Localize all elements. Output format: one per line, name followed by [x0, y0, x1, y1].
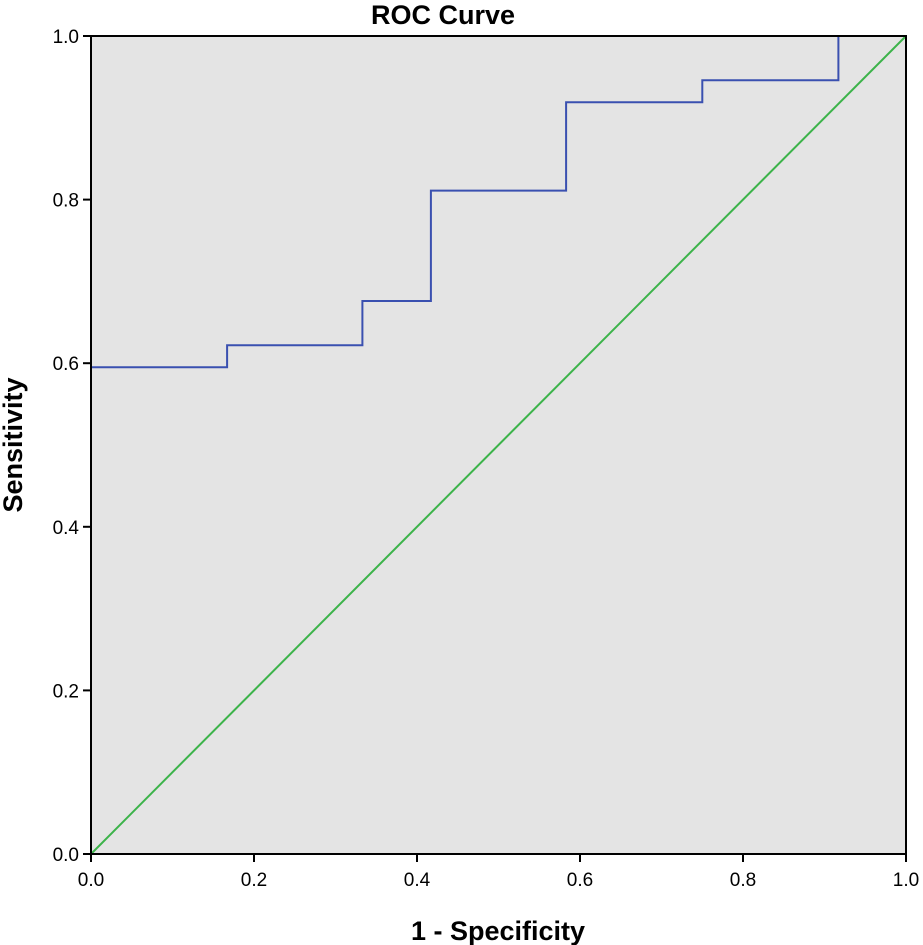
- x-tick-label: 0.2: [241, 870, 267, 891]
- series-layer: [90, 35, 907, 855]
- x-tick-label: 1.0: [893, 870, 919, 891]
- y-tick-label: 0.2: [53, 681, 79, 702]
- x-tick-label: 0.8: [730, 870, 756, 891]
- x-tick-label: 0.4: [404, 870, 431, 891]
- y-axis: 0.0 0.2 0.4 0.6 0.8 1.0: [53, 27, 91, 866]
- reference-diagonal-line: [90, 35, 907, 855]
- x-tick-label: 0.0: [78, 870, 104, 891]
- plot-frame: [90, 35, 907, 855]
- y-tick-label: 0.0: [53, 845, 79, 866]
- y-tick-label: 0.8: [53, 191, 79, 212]
- x-axis-label: 1 - Specificity: [411, 916, 585, 945]
- roc-curve-line: [91, 36, 840, 369]
- x-axis: 0.0 0.2 0.4 0.6 0.8 1.0: [78, 854, 919, 891]
- y-axis-label: Sensitivity: [0, 377, 28, 512]
- y-tick-label: 0.6: [53, 354, 79, 375]
- chart-title: ROC Curve: [371, 0, 515, 30]
- x-tick-label: 0.6: [567, 870, 593, 891]
- y-tick-label: 0.4: [53, 518, 80, 539]
- y-tick-label: 1.0: [53, 27, 79, 48]
